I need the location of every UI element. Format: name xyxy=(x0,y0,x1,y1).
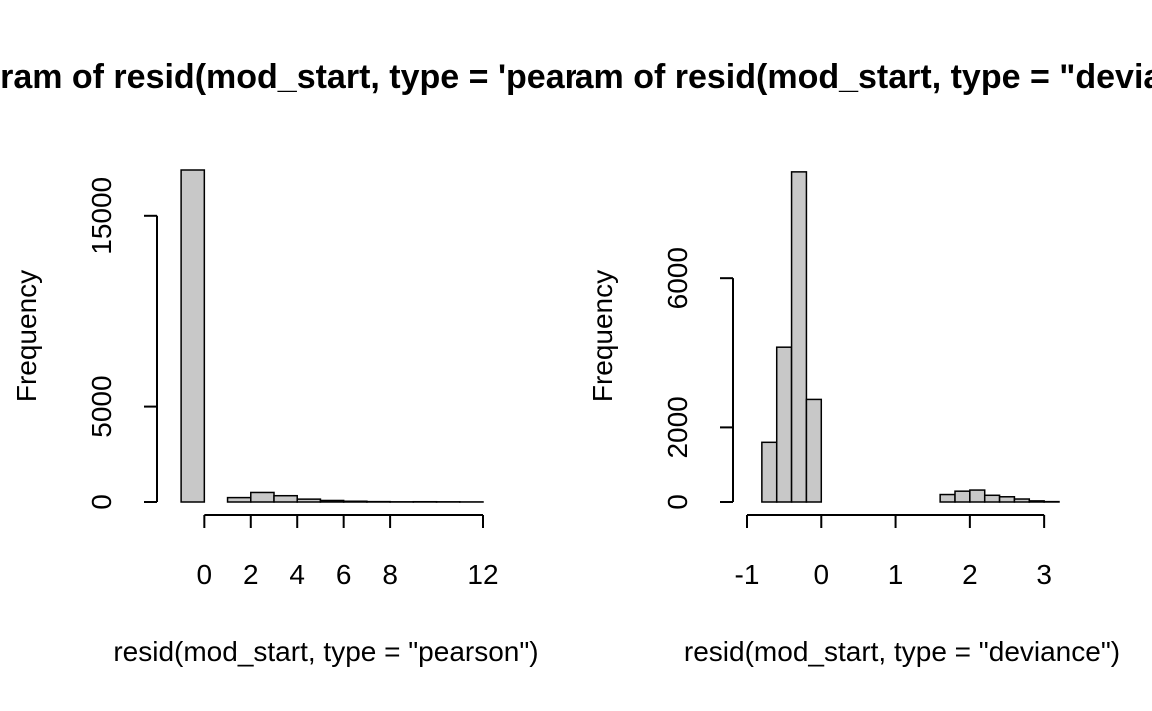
histogram-bar xyxy=(319,499,345,503)
histogram-bar xyxy=(296,498,322,503)
chart-title: Histogram of resid(mod_start, type = 'pe… xyxy=(0,58,658,96)
x-tick-label: 12 xyxy=(467,559,498,590)
x-tick-label: 6 xyxy=(336,559,352,590)
x-tick-label: 3 xyxy=(1036,559,1052,590)
histogram-bar xyxy=(273,494,298,503)
y-axis-label: Frequency xyxy=(587,270,618,402)
y-tick-label: 0 xyxy=(662,494,693,510)
x-axis-label: resid(mod_start, type = "pearson") xyxy=(113,636,538,667)
x-tick-label: 0 xyxy=(197,559,213,590)
x-tick-label: 1 xyxy=(888,559,904,590)
histogram-bar xyxy=(342,500,368,503)
x-tick-label: -1 xyxy=(735,559,760,590)
y-tick-label: 15000 xyxy=(86,177,117,255)
histogram-bar xyxy=(954,490,971,503)
histogram-bar xyxy=(1028,500,1045,503)
histogram-bar xyxy=(998,496,1016,503)
y-tick-label: 6000 xyxy=(662,247,693,309)
y-tick-label: 0 xyxy=(86,494,117,510)
y-tick-label: 2000 xyxy=(662,396,693,458)
histogram-bar xyxy=(226,496,252,503)
histogram-bar xyxy=(969,489,986,503)
histogram-panel-1: Histogram of resid(mod_start, type = 'pe… xyxy=(0,58,658,667)
histogram-bar xyxy=(939,493,956,503)
x-tick-label: 2 xyxy=(962,559,978,590)
x-tick-label: 0 xyxy=(813,559,829,590)
histogram-bar xyxy=(983,494,1001,503)
x-tick-label: 2 xyxy=(243,559,259,590)
histogram-bar xyxy=(775,346,793,503)
histogram-bar xyxy=(805,398,823,503)
histogram-bar xyxy=(761,441,778,503)
histogram-panel-2: Histogram of resid(mod_start, type = "de… xyxy=(456,58,1152,667)
histogram-bar xyxy=(1013,498,1031,503)
x-tick-label: 4 xyxy=(289,559,305,590)
y-axis-label: Frequency xyxy=(11,270,42,402)
y-tick-label: 5000 xyxy=(86,375,117,437)
x-axis-label: resid(mod_start, type = "deviance") xyxy=(684,636,1120,667)
histogram-bar xyxy=(250,491,275,503)
x-tick-label: 8 xyxy=(382,559,398,590)
histogram-bar xyxy=(790,171,808,503)
chart-title: Histogram of resid(mod_start, type = "de… xyxy=(456,58,1152,96)
histogram-bar xyxy=(180,169,206,503)
